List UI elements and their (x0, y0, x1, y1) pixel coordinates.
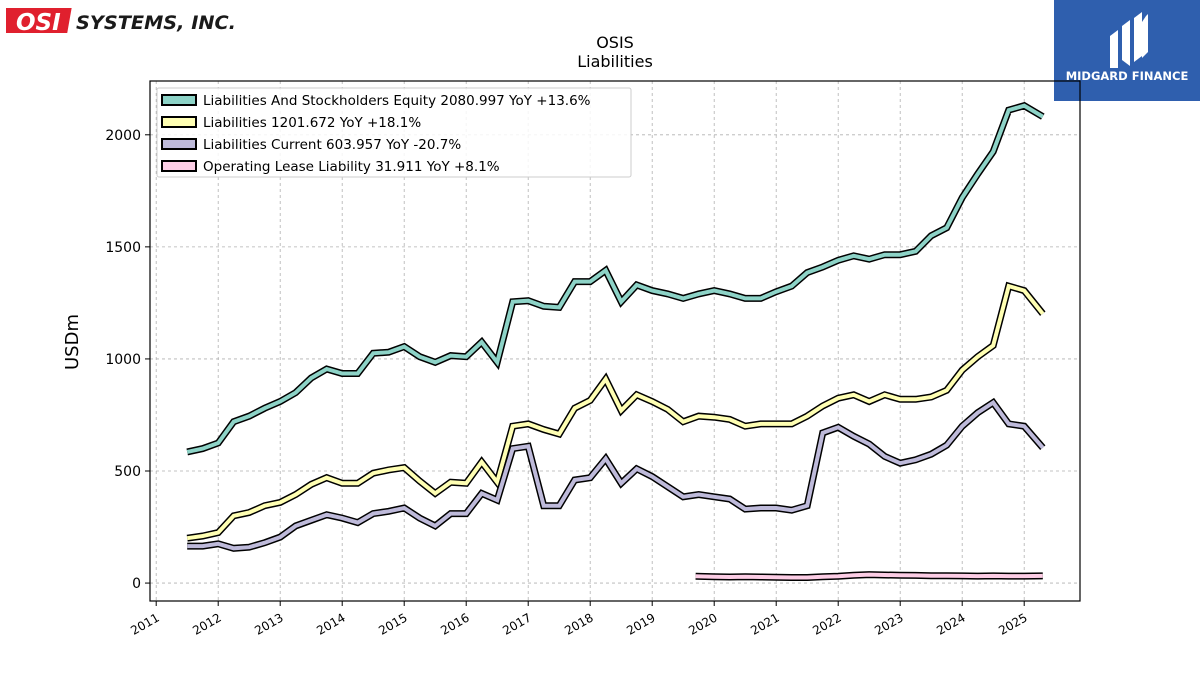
legend-swatch (161, 116, 197, 128)
series-line-stroke (186, 283, 1045, 541)
x-tick-label: 2016 (438, 610, 471, 637)
series-lines (186, 101, 1046, 581)
x-tick-label: 2022 (810, 610, 843, 637)
legend: Liabilities And Stockholders Equity 2080… (156, 87, 632, 178)
legend-entry: Liabilities Current 603.957 YoY -20.7% (161, 137, 461, 153)
legend-label: Liabilities Current 603.957 YoY -20.7% (203, 137, 461, 153)
legend-swatch (161, 138, 197, 150)
x-tick-label: 2017 (500, 610, 533, 637)
x-tick-label: 2024 (934, 610, 967, 637)
legend-swatch (161, 94, 197, 106)
series-3-line (187, 397, 1046, 552)
midgard-finance-logo: MIDGARD FINANCE (1054, 0, 1200, 101)
y-tick-label: 1000 (105, 352, 141, 368)
series-2-line (186, 281, 1046, 542)
x-tick-label: 2012 (190, 610, 223, 637)
x-tick-label: 2013 (252, 610, 285, 637)
x-axis: 2011 2012 2013 2014 2015 2016 2017 2018 2019 2020… (128, 601, 1030, 638)
legend-entry: Liabilities And Stockholders Equity 2080… (161, 93, 591, 109)
chart-subtitle: Liabilities (577, 52, 653, 71)
plot-area-frame (149, 80, 1081, 602)
osi-logo-text: SYSTEMS, INC. (76, 12, 236, 34)
x-tick-label: 2014 (314, 610, 347, 637)
x-tick-label: 2020 (686, 610, 719, 637)
y-tick-label: 500 (114, 464, 141, 480)
series-line-stroke (695, 572, 1043, 580)
x-tick-label: 2023 (872, 610, 905, 637)
x-tick-label: 2021 (748, 610, 781, 637)
series-1-line (186, 101, 1045, 456)
x-tick-label: 2015 (376, 610, 409, 637)
y-axis-label: USDm (62, 314, 83, 370)
x-tick-label: 2018 (562, 610, 595, 637)
osi-logo-mark-background (6, 8, 72, 33)
legend-label: Operating Lease Liability 31.911 YoY +8.… (203, 159, 500, 175)
y-tick-label: 1500 (105, 240, 141, 256)
legend-entry: Liabilities 1201.672 YoY +18.1% (161, 115, 421, 131)
osi-logo-mark: OSI (16, 10, 61, 36)
legend-label: Liabilities 1201.672 YoY +18.1% (203, 115, 421, 131)
legend-label: Liabilities And Stockholders Equity 2080… (203, 93, 591, 109)
y-tick-label: 0 (132, 576, 141, 592)
midgard-logo-text: MIDGARD FINANCE (1066, 69, 1189, 83)
series-line-stroke (187, 399, 1045, 551)
series-line-stroke (186, 103, 1044, 454)
series-line-outline (186, 281, 1046, 542)
chart-title: OSIS (596, 33, 634, 52)
legend-swatch (161, 160, 197, 172)
legend-frame (156, 87, 632, 178)
y-tick-label: 2000 (105, 128, 141, 144)
x-tick-label: 2019 (624, 610, 657, 637)
legend-entry: Operating Lease Liability 31.911 YoY +8.… (161, 159, 500, 175)
osi-systems-logo: OSI SYSTEMS, INC. (6, 8, 236, 36)
series-4-line (695, 571, 1043, 581)
x-tick-label: 2011 (128, 610, 161, 637)
x-tick-label: 2025 (996, 610, 1029, 637)
y-axis: 0 500 1000 1500 2000 (105, 128, 150, 592)
midgard-emblem-icon (1110, 12, 1148, 68)
